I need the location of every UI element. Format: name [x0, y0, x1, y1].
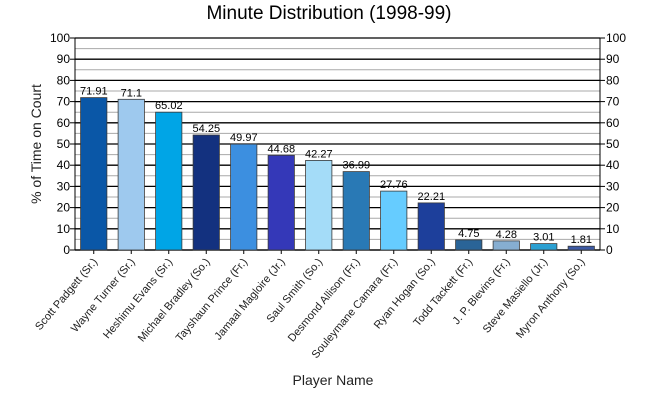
x-tick-label: Desmond Allison (Fr.) — [286, 256, 363, 344]
data-label: 54.25 — [193, 123, 221, 135]
data-labels: 71.91 71.1 65.02 54.25 49.97 44.68 42.27 36.99 2… — [80, 86, 592, 247]
bar — [567, 245, 595, 251]
y-tick-label-left: 70 — [57, 95, 71, 109]
data-label: 3.01 — [533, 232, 554, 244]
y-tick-label-right: 70 — [606, 95, 620, 109]
bar — [492, 240, 520, 251]
bar — [455, 239, 483, 251]
bar — [267, 154, 295, 251]
data-label: 4.28 — [496, 229, 517, 241]
y-tick-label-left: 0 — [63, 243, 70, 257]
bar — [192, 134, 220, 251]
bar — [342, 171, 370, 251]
y-tick-label-right: 60 — [606, 116, 620, 130]
x-tick-label: Michael Bradley (So.) — [136, 256, 213, 344]
bar — [230, 143, 258, 251]
y-tick-label-left: 100 — [50, 31, 70, 45]
y-tick-label-right: 50 — [606, 137, 620, 151]
y-tick-label-left: 50 — [57, 137, 71, 151]
y-tick-label-right: 0 — [606, 243, 613, 257]
x-tick-label: Myron Anthony (So.) — [514, 256, 588, 341]
chart-title: Minute Distribution (1998-99) — [206, 3, 451, 24]
y-tick-label-left: 40 — [57, 158, 71, 172]
bars — [80, 97, 595, 251]
y-tick-label-right: 80 — [606, 73, 620, 87]
y-tick-label-right: 30 — [606, 179, 620, 193]
y-tick-label-left: 80 — [57, 73, 71, 87]
bar — [417, 202, 445, 251]
x-tick-label: Heshimu Evans (Sr.) — [101, 256, 175, 341]
gridlines — [75, 37, 600, 251]
data-label: 22.21 — [418, 191, 446, 203]
y-axis-label: % of Time on Court — [28, 84, 44, 204]
data-label: 49.97 — [230, 132, 258, 144]
data-label: 27.76 — [380, 179, 408, 191]
bar — [117, 98, 145, 251]
bar — [155, 111, 183, 251]
x-axis-label: Player Name — [293, 372, 374, 388]
data-label: 1.81 — [571, 234, 592, 246]
y-tick-label-left: 10 — [57, 222, 71, 236]
y-tick-label-right: 10 — [606, 222, 620, 236]
y-tick-label-left: 90 — [57, 52, 71, 66]
y-tick-label-left: 30 — [57, 179, 71, 193]
data-label: 42.27 — [305, 148, 333, 160]
y-tick-label-right: 40 — [606, 158, 620, 172]
y-tick-label-right: 90 — [606, 52, 620, 66]
bar — [80, 97, 108, 251]
x-tick-label: Wayne Turner (Sr.) — [69, 256, 138, 335]
x-tick-label: Scott Padgett (Sr.) — [33, 256, 100, 333]
category-labels: Scott Padgett (Sr.)Wayne Turner (Sr.)Hes… — [33, 256, 587, 361]
x-tick-label: Jamaal Magloire (Jr.) — [212, 256, 287, 342]
y-tick-label-left: 20 — [57, 201, 71, 215]
data-label: 71.1 — [121, 87, 142, 99]
y-tick-label-right: 100 — [606, 31, 626, 45]
data-label: 36.99 — [343, 160, 371, 172]
y-tick-label-left: 60 — [57, 116, 71, 130]
bar — [530, 243, 558, 251]
bar — [380, 190, 408, 251]
data-label: 71.91 — [80, 86, 108, 98]
x-tick-label: Tayshaun Prince (Fr.) — [174, 256, 250, 344]
data-label: 65.02 — [155, 100, 183, 112]
x-tick-label: Steve Masiello (Jr.) — [481, 256, 550, 335]
data-label: 4.75 — [458, 228, 479, 240]
data-label: 44.68 — [268, 143, 296, 155]
bar — [305, 159, 333, 251]
y-tick-label-right: 20 — [606, 201, 620, 215]
